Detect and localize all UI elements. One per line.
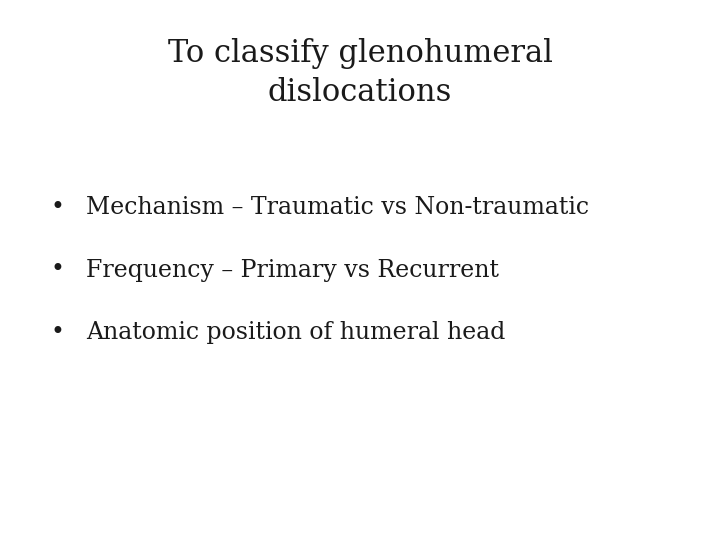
Text: •: • xyxy=(50,259,64,281)
Text: Anatomic position of humeral head: Anatomic position of humeral head xyxy=(86,321,505,343)
Text: Mechanism – Traumatic vs Non-traumatic: Mechanism – Traumatic vs Non-traumatic xyxy=(86,197,590,219)
Text: To classify glenohumeral
dislocations: To classify glenohumeral dislocations xyxy=(168,38,552,108)
Text: •: • xyxy=(50,321,64,343)
Text: •: • xyxy=(50,197,64,219)
Text: Frequency – Primary vs Recurrent: Frequency – Primary vs Recurrent xyxy=(86,259,500,281)
